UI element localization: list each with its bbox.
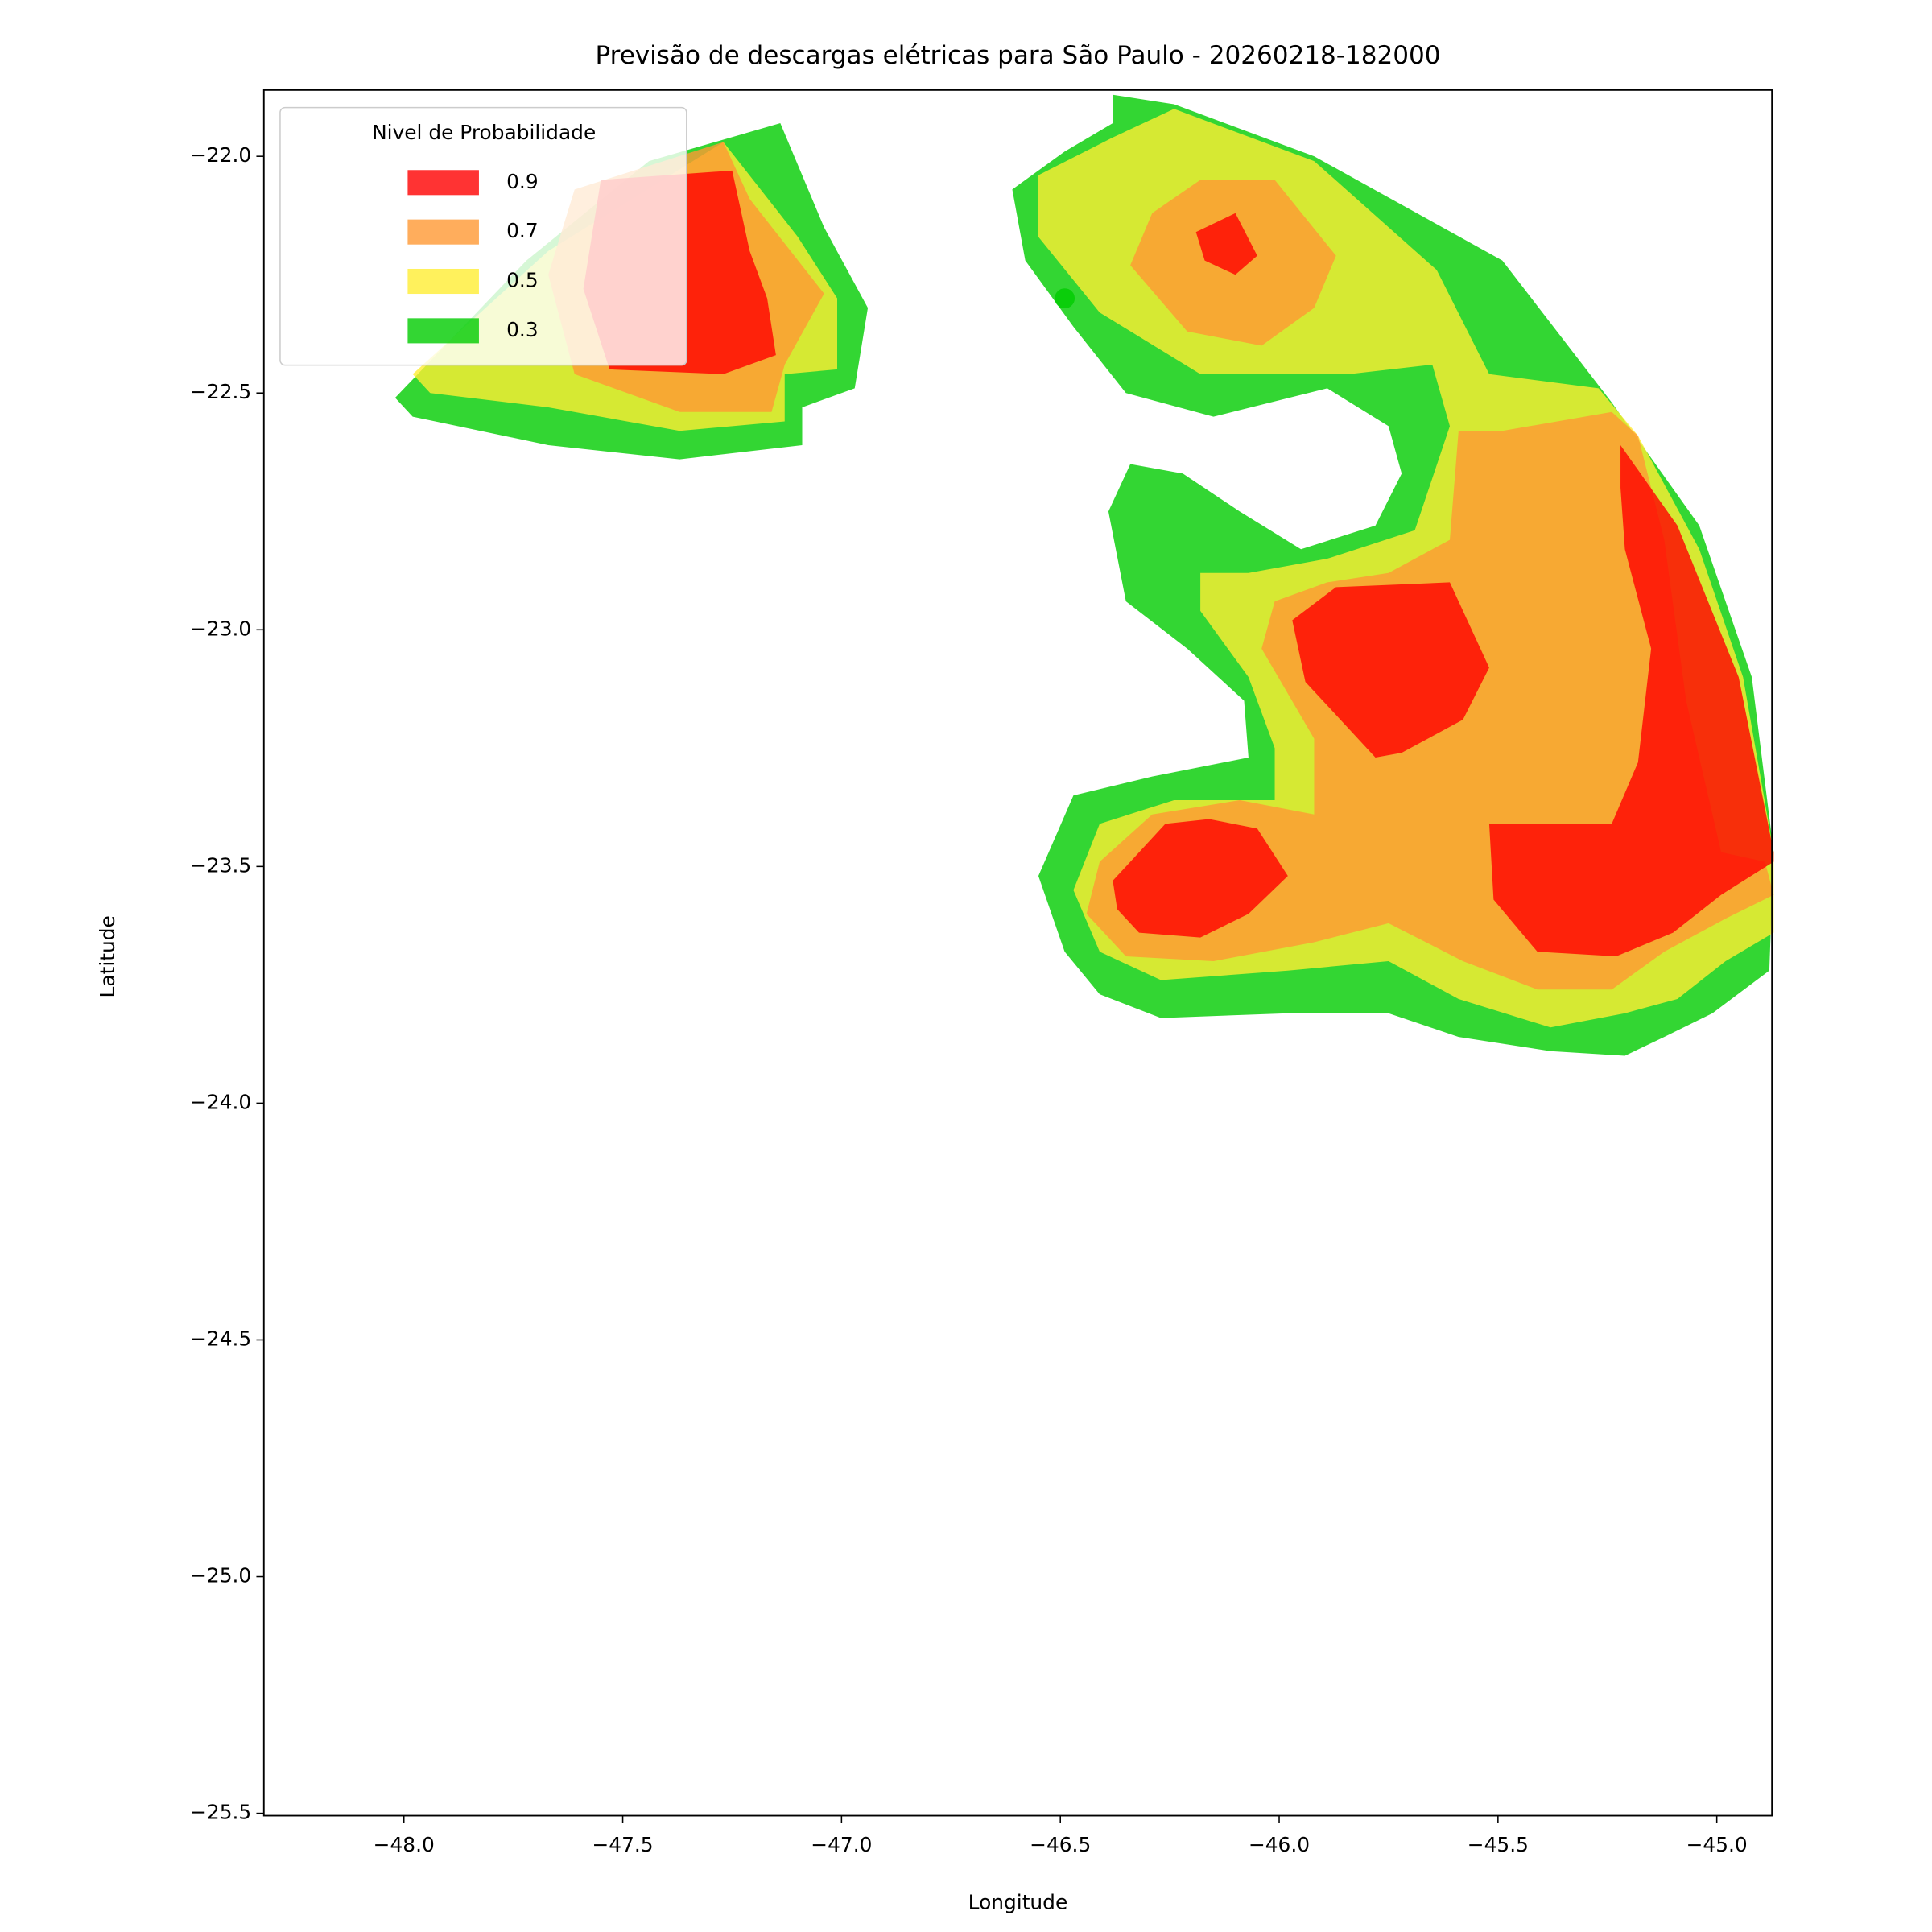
y-tick-label: −22.0	[190, 143, 251, 167]
legend-label: 0.5	[506, 269, 539, 292]
legend-label: 0.7	[506, 219, 539, 242]
x-tick-label: −47.0	[811, 1833, 872, 1856]
y-tick-label: −22.5	[190, 380, 251, 403]
legend-swatch	[407, 219, 479, 245]
legend-box	[279, 106, 687, 366]
contour-region	[1488, 445, 1774, 957]
axes-frame	[262, 89, 1773, 1817]
y-tick-label: −24.5	[190, 1327, 251, 1350]
legend-label: 0.3	[506, 318, 539, 341]
contour-region	[1292, 582, 1489, 758]
legend-swatch	[407, 170, 479, 196]
x-tick-label: −48.0	[374, 1833, 435, 1856]
location-marker	[1055, 288, 1075, 309]
legend-label: 0.9	[506, 170, 539, 193]
contour-region	[1195, 213, 1257, 275]
x-tick-label: −47.5	[592, 1833, 653, 1856]
x-tick-label: −45.5	[1468, 1833, 1529, 1856]
chart-title: Previsão de descargas elétricas para São…	[595, 41, 1440, 70]
x-tick-label: −46.5	[1030, 1833, 1091, 1856]
x-axis-label: Longitude	[968, 1890, 1068, 1913]
legend-swatch	[407, 268, 479, 295]
legend: Nivel de Probabilidade 0.9 0.7 0.5 0.3	[279, 106, 687, 366]
y-tick-label: −23.0	[190, 617, 251, 640]
x-tick-label: −46.0	[1249, 1833, 1310, 1856]
y-tick-label: −24.0	[190, 1090, 251, 1113]
legend-title: Nivel de Probabilidade	[372, 121, 596, 144]
y-tick-label: −25.5	[190, 1801, 251, 1824]
y-tick-label: −25.0	[190, 1564, 251, 1587]
contour-region	[1113, 819, 1288, 938]
x-tick-label: −45.0	[1686, 1833, 1748, 1856]
legend-swatch	[407, 318, 479, 344]
y-tick-label: −23.5	[190, 853, 251, 877]
y-axis-label: Latitude	[96, 915, 119, 997]
